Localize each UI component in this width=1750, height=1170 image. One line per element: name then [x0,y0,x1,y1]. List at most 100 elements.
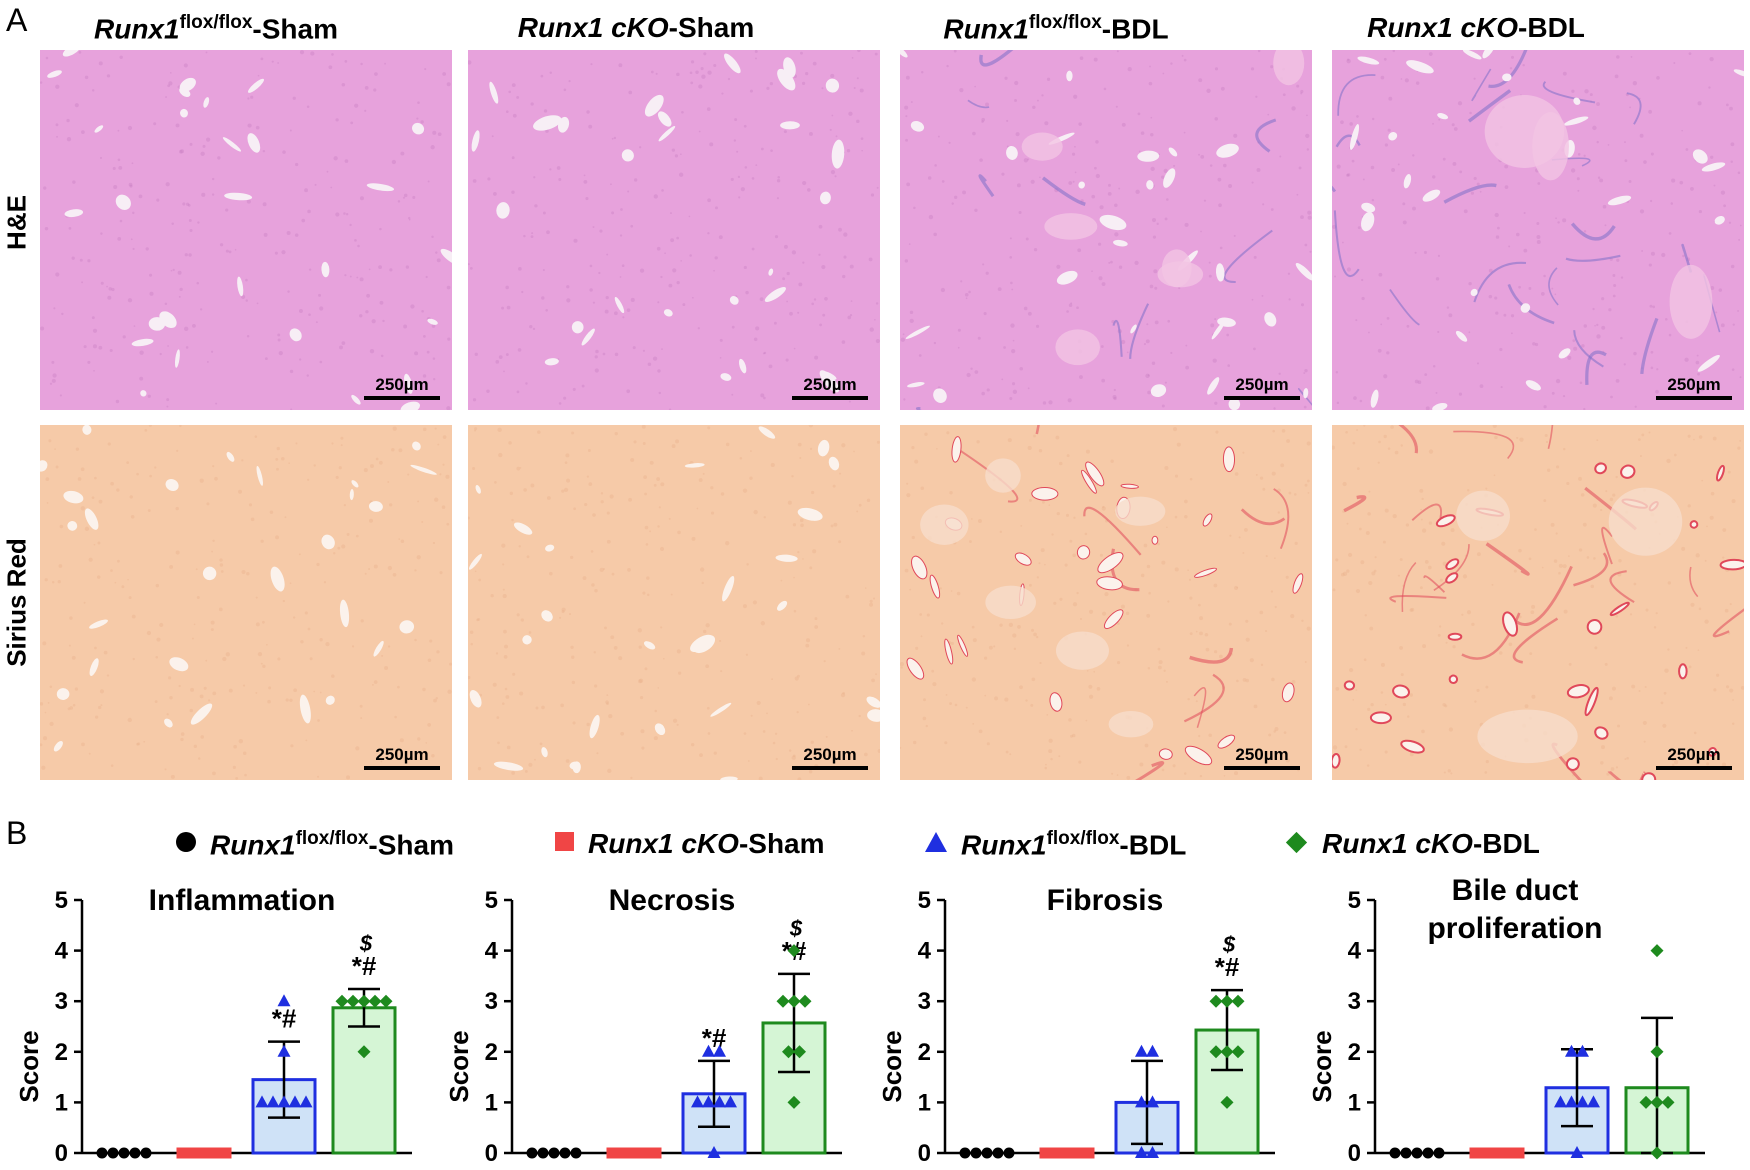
tissue-texture [1332,425,1744,780]
y-tick-label: 5 [918,887,931,914]
data-point [288,1095,302,1108]
significance-label: *# [272,1004,297,1034]
data-point [346,994,360,1008]
data-point [787,1095,801,1109]
y-tick-label: 5 [485,887,498,914]
data-point [277,1044,291,1057]
data-point [1576,1044,1589,1057]
legend-3-plain: -BDL [1119,829,1187,861]
micrograph-he-flox-bdl: 250µm [900,50,1312,410]
column-header-2-plain: -Sham [668,12,755,43]
data-point [140,1147,152,1159]
data-point [702,1095,715,1108]
y-tick-label: 4 [55,938,69,965]
column-header-4-italic: Runx1 cKO [1367,12,1519,43]
data-point [1146,1044,1159,1057]
data-point [548,1147,560,1159]
column-header-2: Runx1 cKO-Sham [430,12,842,44]
legend-item-flox-sham: Runx1flox/flox-Sham [176,828,454,861]
scale-bar: 250µm [364,375,440,400]
data-point [96,1147,108,1159]
data-point [1231,1045,1245,1059]
column-header-4: Runx1 cKO-BDL [1270,12,1682,44]
tissue-texture [40,50,452,410]
data-point [1650,944,1664,958]
data-point [357,994,371,1008]
chart-title-line: proliferation [1427,912,1602,945]
data-point [107,1147,119,1159]
score-charts: 012345ScoreInflammation*#*#$012345ScoreN… [14,874,1705,1167]
data-point [198,1147,210,1159]
y-tick-label: 2 [918,1039,931,1066]
data-point [277,1095,291,1108]
data-point [724,1095,737,1108]
data-point [1570,1146,1584,1158]
y-tick-label: 4 [918,938,932,965]
scale-bar-line [792,766,868,770]
significance-label-top: $ [789,916,803,941]
square-marker-icon [555,832,574,851]
chart-title: Necrosis [609,884,736,917]
tissue-texture [900,425,1312,780]
legend-3-italic: Runx1 [961,829,1047,861]
data-point [266,1095,280,1108]
data-point [570,1147,582,1159]
data-point [1650,1095,1664,1109]
data-point [650,1147,662,1159]
column-header-3: Runx1flox/flox-BDL [850,12,1262,45]
data-point [1389,1147,1401,1159]
y-tick-label: 3 [918,988,931,1015]
data-point [1209,1045,1223,1059]
bar [331,1006,397,1155]
scale-bar: 250µm [1656,745,1732,770]
data-point [1003,1147,1015,1159]
column-header-1-italic: Runx1 [94,13,180,45]
data-point [981,1147,993,1159]
y-tick-label: 5 [55,887,68,914]
micrograph-sirius-cko-sham: 250µm [468,425,880,780]
y-tick-label: 0 [485,1140,498,1167]
data-point [1502,1147,1514,1159]
triangle-marker-icon [925,832,947,853]
column-header-3-sup: flox/flox [1028,12,1102,33]
data-point [1039,1147,1051,1159]
data-point [1576,1095,1589,1108]
scale-bar-line [792,396,868,400]
scale-bar-label: 250µm [375,745,429,764]
data-point [1135,1044,1148,1057]
legend-1-italic: Runx1 [210,829,296,861]
data-point [1650,1045,1664,1059]
scale-bar: 250µm [792,745,868,770]
column-header-1-sup: flox/flox [179,12,253,33]
chart-title: Inflammation [149,884,336,917]
scale-bar-line [1224,766,1300,770]
legend-1-sup: flox/flox [295,828,369,849]
column-header-3-italic: Runx1 [943,13,1029,45]
data-point [617,1147,629,1159]
data-point [606,1147,618,1159]
diamond-marker-icon [1285,831,1308,854]
legend-1-plain: -Sham [368,829,454,861]
data-point [1146,1095,1159,1108]
legend-2-italic: Runx1 cKO [588,828,739,859]
scale-bar-label: 250µm [1235,375,1289,394]
micrograph-sirius-flox-bdl: 250µm [900,425,1312,780]
scale-bar-line [1656,396,1732,400]
data-point [368,994,382,1008]
y-tick-label: 4 [1348,938,1362,965]
data-point [782,1045,795,1059]
y-tick-label: 0 [55,1140,68,1167]
data-point [255,1095,269,1108]
data-point [176,1147,188,1159]
data-point [1135,1146,1148,1158]
data-point [1422,1147,1434,1159]
y-tick-label: 3 [1348,988,1361,1015]
data-point [1220,994,1234,1008]
scale-bar: 250µm [792,375,868,400]
tissue-texture [40,425,452,780]
y-tick-label: 2 [1348,1039,1361,1066]
y-axis-label: Score [444,1030,474,1102]
column-header-2-italic: Runx1 cKO [517,12,669,43]
y-axis-label: Score [877,1030,907,1102]
y-tick-label: 1 [918,1089,931,1116]
